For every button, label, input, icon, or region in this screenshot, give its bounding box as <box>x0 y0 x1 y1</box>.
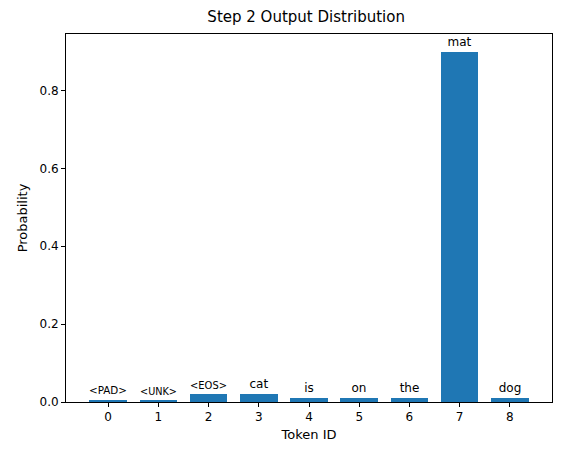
svg-text:0.2: 0.2 <box>40 317 59 331</box>
svg-text:on: on <box>352 381 367 395</box>
svg-text:Token ID: Token ID <box>281 427 337 442</box>
svg-text:Step 2 Output Distribution: Step 2 Output Distribution <box>207 8 405 26</box>
svg-text:Probability: Probability <box>15 183 30 252</box>
svg-text:0.4: 0.4 <box>40 239 59 253</box>
svg-text:<EOS>: <EOS> <box>190 380 227 391</box>
svg-text:6: 6 <box>406 410 414 424</box>
svg-text:<PAD>: <PAD> <box>89 384 127 396</box>
svg-text:dog: dog <box>499 381 522 395</box>
svg-text:2: 2 <box>205 410 213 424</box>
svg-text:0.8: 0.8 <box>40 84 59 98</box>
svg-text:5: 5 <box>355 410 363 424</box>
svg-text:mat: mat <box>447 35 471 49</box>
svg-text:the: the <box>400 381 420 395</box>
svg-text:7: 7 <box>456 410 464 424</box>
svg-text:3: 3 <box>255 410 263 424</box>
svg-text:8: 8 <box>506 410 514 424</box>
svg-text:0.0: 0.0 <box>40 395 59 409</box>
svg-text:4: 4 <box>305 410 313 424</box>
svg-text:cat: cat <box>250 377 269 391</box>
svg-text:1: 1 <box>155 410 163 424</box>
svg-text:0: 0 <box>104 410 112 424</box>
svg-text:is: is <box>304 381 314 395</box>
svg-text:0.6: 0.6 <box>40 162 59 176</box>
svg-text:<UNK>: <UNK> <box>140 386 177 397</box>
